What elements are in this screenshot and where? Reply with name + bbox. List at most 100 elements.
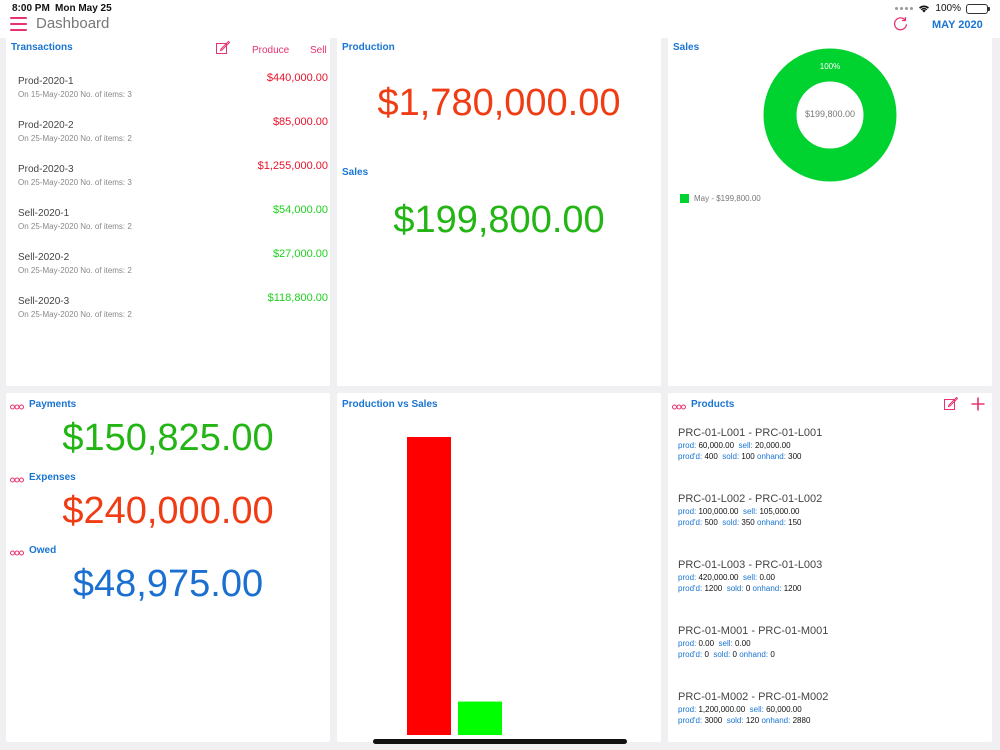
status-right: 100% [895, 3, 990, 14]
product-price-line: prod: 1,200,000.00 sell: 60,000.00 [678, 705, 978, 714]
sell-label: sell: [718, 639, 733, 648]
transaction-amount: $118,800.00 [267, 292, 328, 304]
onhand-label: onhand: [739, 650, 769, 659]
prod-label: prod: [678, 573, 697, 582]
product-price-line: prod: 420,000.00 sell: 0.00 [678, 573, 978, 582]
transaction-row[interactable]: Prod-2020-3 On 25-May-2020 No. of items: … [18, 155, 328, 199]
owed-amount: $48,975.00 [72, 563, 264, 605]
donut-slice [763, 48, 897, 182]
prodd-label: prod'd: [678, 584, 703, 593]
transactions-card: Transactions Produce Sell Prod-2020-1 On … [6, 37, 330, 386]
multitask-dots-icon [895, 7, 914, 10]
transaction-name: Prod-2020-1 [18, 76, 74, 87]
transaction-details: On 25-May-2020 No. of items: 3 [18, 178, 132, 187]
sell-value: 60,000.00 [766, 705, 802, 714]
sold-label: sold: [722, 452, 740, 461]
sales-legend: May - $199,800.00 [680, 194, 761, 203]
nav-bar: Dashboard MAY 2020 [0, 14, 1000, 38]
prodd-value: 0 [704, 650, 709, 659]
transaction-amount: $440,000.00 [266, 72, 328, 84]
wifi-icon [919, 5, 930, 13]
product-qty-line: prod'd: 3000 sold: 120 onhand: 2880 [678, 716, 978, 725]
product-title: PRC-01-L003 - PRC-01-L003 [678, 559, 823, 571]
product-qty-line: prod'd: 500 sold: 350 onhand: 150 [678, 518, 978, 527]
pvs-bar-chart [407, 437, 502, 735]
transactions-title: Transactions [11, 42, 73, 53]
prodd-value: 500 [704, 518, 718, 527]
prod-value: 420,000.00 [698, 573, 739, 582]
transaction-details: On 25-May-2020 No. of items: 2 [18, 134, 132, 143]
add-icon[interactable] [970, 396, 986, 412]
sold-value: 350 [741, 518, 755, 527]
edit-icon[interactable] [943, 396, 959, 412]
status-date: Mon May 25 [55, 3, 112, 14]
product-title: PRC-01-M001 - PRC-01-M001 [678, 625, 829, 637]
home-indicator[interactable] [373, 739, 627, 744]
sales-chart-title: Sales [673, 42, 700, 53]
product-row[interactable]: PRC-01-L003 - PRC-01-L003 prod: 420,000.0… [678, 559, 978, 625]
transaction-row[interactable]: Prod-2020-2 On 25-May-2020 No. of items: … [18, 111, 328, 155]
transaction-row[interactable]: Sell-2020-3 On 25-May-2020 No. of items: … [18, 287, 328, 331]
payments-amount: $150,825.00 [62, 417, 274, 459]
loop-icon[interactable] [10, 404, 24, 410]
transaction-row[interactable]: Sell-2020-2 On 25-May-2020 No. of items: … [18, 243, 328, 287]
prodd-label: prod'd: [678, 452, 703, 461]
sell-button[interactable]: Sell [310, 45, 327, 56]
menu-icon[interactable] [10, 17, 27, 31]
transaction-amount: $27,000.00 [272, 248, 328, 260]
onhand-value: 0 [770, 650, 775, 659]
product-price-line: prod: 100,000.00 sell: 105,000.00 [678, 507, 978, 516]
product-row[interactable]: PRC-01-L002 - PRC-01-L002 prod: 100,000.0… [678, 493, 978, 559]
product-price-line: prod: 0.00 sell: 0.00 [678, 639, 978, 648]
sales-amount: $199,800.00 [393, 199, 605, 241]
sold-value: 120 [745, 716, 760, 725]
pvs-title: Production vs Sales [342, 399, 438, 410]
prodd-value: 400 [704, 452, 718, 461]
sold-label: sold: [726, 716, 744, 725]
refresh-icon[interactable] [892, 15, 909, 32]
loop-icon[interactable] [10, 550, 24, 556]
prod-value: 1,200,000.00 [698, 705, 746, 714]
production-amount: $1,780,000.00 [377, 82, 621, 124]
transaction-name: Prod-2020-2 [18, 120, 74, 131]
product-title: PRC-01-M002 - PRC-01-M002 [678, 691, 829, 703]
sold-value: 0 [732, 650, 737, 659]
onhand-label: onhand: [752, 584, 782, 593]
onhand-label: onhand: [761, 716, 791, 725]
battery-percent: 100% [935, 3, 961, 14]
bar [458, 701, 502, 735]
product-price-line: prod: 60,000.00 sell: 20,000.00 [678, 441, 978, 450]
loop-icon[interactable] [10, 477, 24, 483]
legend-label: May - $199,800.00 [694, 194, 761, 203]
product-qty-line: prod'd: 1200 sold: 0 onhand: 1200 [678, 584, 978, 593]
sales-chart-card: Sales $199,800.00 100% May - $199,800.00 [668, 37, 992, 386]
product-row[interactable]: PRC-01-L001 - PRC-01-L001 prod: 60,000.00… [678, 427, 978, 493]
onhand-value: 2880 [792, 716, 811, 725]
production-vs-sales-card: Production vs Sales [337, 393, 661, 742]
transaction-row[interactable]: Prod-2020-1 On 15-May-2020 No. of items: … [18, 67, 328, 111]
sales-donut-chart [763, 48, 897, 182]
edit-icon[interactable] [215, 40, 231, 56]
sell-value: 0.00 [759, 573, 776, 582]
product-row[interactable]: PRC-01-M002 - PRC-01-M002 prod: 1,200,000… [678, 691, 978, 750]
produce-button[interactable]: Produce [252, 45, 290, 56]
product-row[interactable]: PRC-01-M001 - PRC-01-M001 prod: 0.00 sell… [678, 625, 978, 691]
status-bar: 8:00 PM Mon May 25 100% [0, 0, 1000, 14]
prod-value: 100,000.00 [698, 507, 739, 516]
transaction-row[interactable]: Sell-2020-1 On 25-May-2020 No. of items: … [18, 199, 328, 243]
payments-title: Payments [29, 399, 77, 410]
onhand-label: onhand: [757, 452, 786, 461]
sold-label: sold: [713, 650, 731, 659]
transaction-amount: $85,000.00 [272, 116, 328, 128]
products-list: PRC-01-L001 - PRC-01-L001 prod: 60,000.00… [678, 427, 978, 750]
month-selector[interactable]: MAY 2020 [932, 19, 983, 31]
product-title: PRC-01-L001 - PRC-01-L001 [678, 427, 823, 439]
onhand-value: 150 [788, 518, 802, 527]
loop-icon[interactable] [672, 404, 686, 410]
transaction-details: On 15-May-2020 No. of items: 3 [18, 90, 132, 99]
sell-value: 0.00 [734, 639, 751, 648]
sell-value: 105,000.00 [759, 507, 800, 516]
owed-title: Owed [29, 545, 57, 556]
prod-label: prod: [678, 441, 697, 450]
prodd-label: prod'd: [678, 650, 703, 659]
